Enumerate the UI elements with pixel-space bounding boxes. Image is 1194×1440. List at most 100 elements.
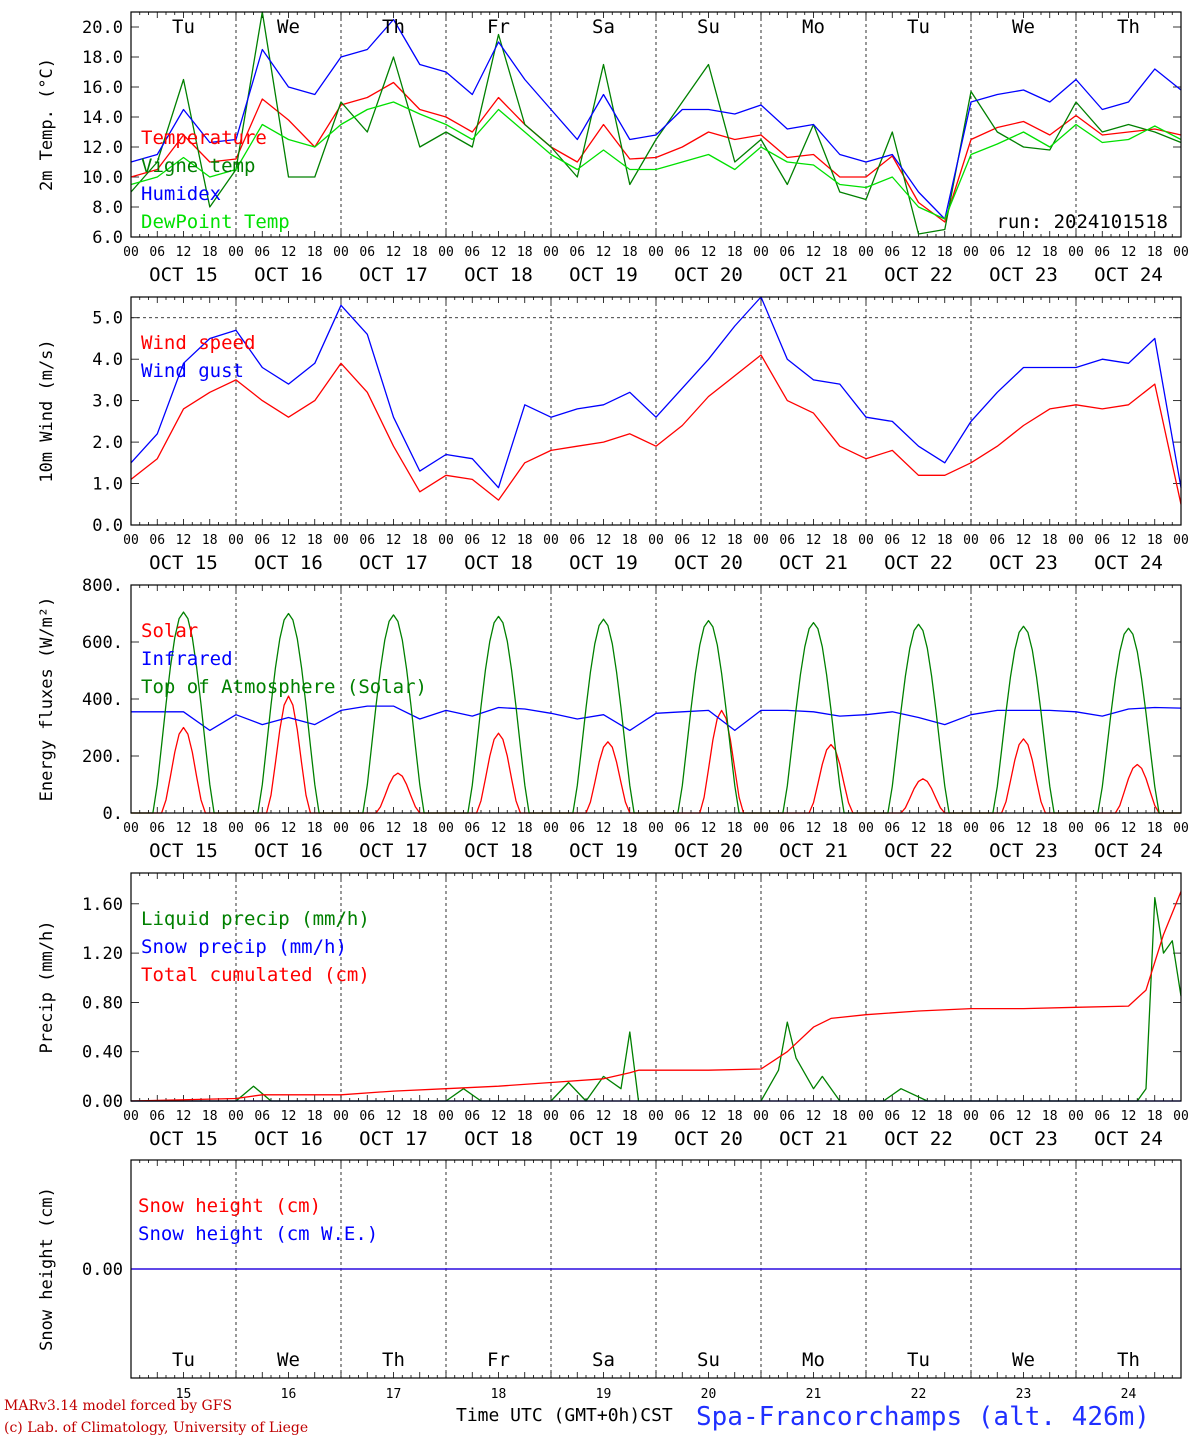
hour-tick-label: 06: [569, 245, 585, 260]
weekday-label: Su: [697, 16, 720, 38]
hour-tick-label: 00: [858, 821, 874, 836]
hour-tick-label: 18: [517, 1109, 533, 1124]
hour-tick-label: 06: [884, 821, 900, 836]
legend-entry: Total cumulated (cm): [141, 964, 370, 986]
hour-tick-label: 12: [911, 245, 927, 260]
weekday-label: Mo: [802, 1349, 825, 1371]
hour-tick-label: 00: [1173, 1109, 1189, 1124]
date-label: OCT 16: [254, 264, 323, 286]
legend-entry: Snow height (cm W.E.): [138, 1223, 378, 1245]
hour-tick-label: 00: [753, 821, 769, 836]
hour-tick-label: 06: [569, 821, 585, 836]
hour-tick-label: 00: [1173, 245, 1189, 260]
hour-tick-label: 12: [911, 533, 927, 548]
hour-tick-label: 18: [517, 245, 533, 260]
run-label: run: 2024101518: [996, 211, 1168, 233]
y-tick-label: 18.0: [82, 48, 123, 68]
panel-wind: 0.0 1.0 2.0 3.0 4.0 5.0 10m Wind (m/s) Wind spe…: [37, 296, 1189, 574]
hour-tick-label: 18: [832, 821, 848, 836]
date-label: OCT 18: [464, 1128, 533, 1150]
x-axis-title: Time UTC (GMT+0h)CST: [456, 1405, 673, 1426]
legend-entry: Temperature: [141, 127, 267, 149]
date-label: OCT 17: [359, 552, 428, 574]
hour-tick-label: 12: [281, 533, 297, 548]
day-number-label: 21: [806, 1387, 822, 1402]
date-label: OCT 19: [569, 552, 638, 574]
hour-tick-label: 00: [333, 533, 349, 548]
hour-tick-label: 18: [727, 245, 743, 260]
hour-tick-label: 18: [727, 533, 743, 548]
hour-tick-label: 00: [753, 1109, 769, 1124]
legend-entry: Wind speed: [141, 332, 255, 354]
hour-tick-label: 18: [1147, 1109, 1163, 1124]
hour-tick-label: 12: [1121, 821, 1137, 836]
legend-entry: Infrared: [141, 648, 233, 670]
hour-tick-label: 06: [1094, 533, 1110, 548]
hour-tick-label: 06: [149, 533, 165, 548]
hour-tick-label: 00: [438, 533, 454, 548]
hour-tick-label: 00: [1068, 245, 1084, 260]
hour-tick-label: 00: [333, 821, 349, 836]
hour-tick-label: 18: [307, 1109, 323, 1124]
hour-tick-label: 06: [254, 533, 270, 548]
panel-precip: 0.00 0.40 0.80 1.20 1.60 Precip (mm/h) Liquid …: [37, 872, 1189, 1150]
date-label: OCT 18: [464, 264, 533, 286]
panel-energy: 0. 200. 400. 600. 800. Energy fluxes (W/m²) So…: [37, 576, 1189, 862]
hour-tick-label: 06: [989, 245, 1005, 260]
day-number-label: 24: [1121, 1387, 1137, 1402]
hour-tick-label: 00: [1068, 1109, 1084, 1124]
hour-tick-label: 00: [123, 1109, 139, 1124]
hour-tick-label: 18: [517, 533, 533, 548]
legend-entry: Solar: [141, 620, 198, 642]
hour-tick-label: 18: [832, 1109, 848, 1124]
hour-tick-label: 12: [806, 245, 822, 260]
hour-tick-label: 06: [464, 821, 480, 836]
hour-tick-label: 00: [648, 245, 664, 260]
weekday-label: Th: [1117, 1349, 1140, 1371]
day-number-label: 19: [596, 1387, 612, 1402]
hour-tick-label: 00: [1173, 821, 1189, 836]
hour-tick-label: 00: [963, 1109, 979, 1124]
date-label: OCT 15: [149, 552, 218, 574]
y-axis-title: Precip (mm/h): [37, 920, 57, 1053]
hour-tick-label: 00: [438, 1109, 454, 1124]
hour-tick-label: 06: [359, 821, 375, 836]
hour-tick-label: 00: [228, 533, 244, 548]
hour-tick-label: 18: [202, 1109, 218, 1124]
hour-tick-label: 06: [359, 1109, 375, 1124]
hour-tick-label: 00: [228, 821, 244, 836]
y-axis-title: Snow height (cm): [37, 1187, 57, 1351]
hour-tick-label: 06: [674, 1109, 690, 1124]
hour-tick-label: 18: [517, 821, 533, 836]
series-line: [130, 11, 1182, 235]
date-label: OCT 24: [1094, 1128, 1163, 1150]
day-number-label: 15: [176, 1387, 192, 1402]
hour-tick-label: 06: [464, 245, 480, 260]
hour-tick-label: 00: [123, 533, 139, 548]
panel-snow: 0.00 Snow height (cm) Snow height (cm) Snow…: [37, 1159, 1182, 1402]
hour-tick-label: 18: [832, 533, 848, 548]
hour-tick-label: 18: [1042, 533, 1058, 548]
weekday-label: Fr: [487, 1349, 510, 1371]
hour-tick-label: 00: [228, 1109, 244, 1124]
hour-tick-label: 18: [412, 245, 428, 260]
hour-tick-label: 06: [149, 821, 165, 836]
y-tick-label: 14.0: [82, 108, 123, 128]
y-tick-label: 0.40: [82, 1043, 123, 1063]
hour-tick-label: 00: [963, 533, 979, 548]
date-label: OCT 23: [989, 552, 1058, 574]
y-tick-label: 1.60: [82, 895, 123, 915]
date-label: OCT 23: [989, 840, 1058, 862]
legend-entry: Snow precip (mm/h): [141, 936, 347, 958]
day-number-label: 17: [386, 1387, 402, 1402]
weekday-label: Tu: [172, 16, 195, 38]
hour-tick-label: 18: [622, 245, 638, 260]
date-label: OCT 18: [464, 552, 533, 574]
weekday-label: We: [1012, 16, 1035, 38]
hour-tick-label: 06: [254, 821, 270, 836]
hour-tick-label: 00: [753, 533, 769, 548]
hour-tick-label: 18: [937, 821, 953, 836]
panel-frame: [130, 872, 1182, 1102]
weekday-label: Su: [697, 1349, 720, 1371]
date-label: OCT 16: [254, 840, 323, 862]
